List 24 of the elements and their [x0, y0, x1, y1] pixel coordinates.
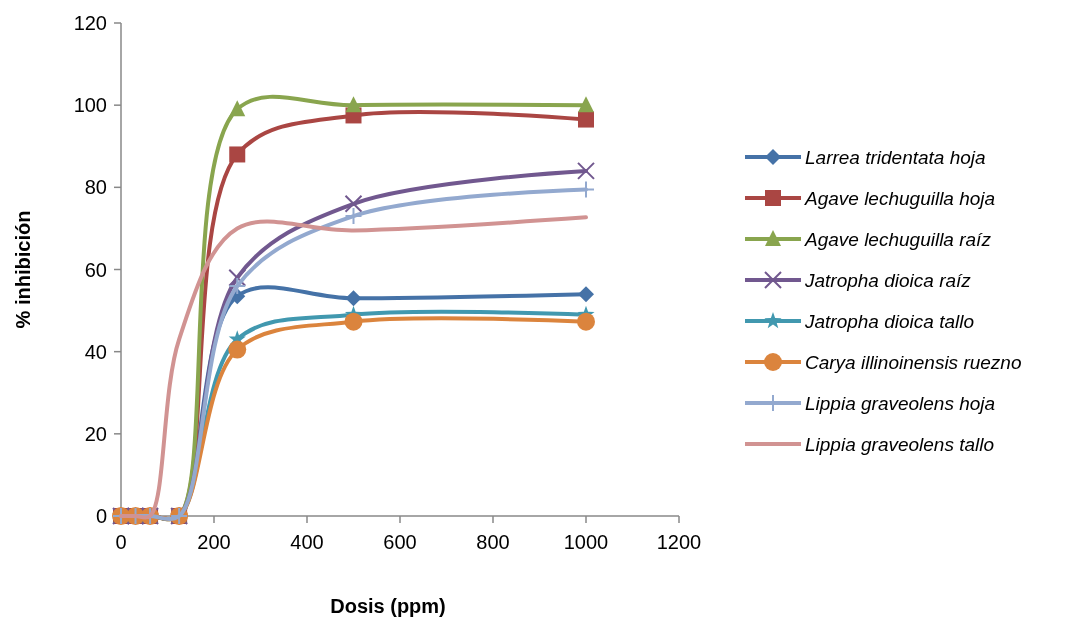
- y-tick-label: 80: [84, 176, 107, 199]
- legend-label: Larrea tridentata hoja: [805, 147, 986, 168]
- x-tick-label: 1000: [563, 531, 609, 553]
- legend-label: Carya illinoinensis ruezno: [805, 352, 1022, 373]
- y-axis-title: % inhibición: [12, 210, 34, 329]
- legend-label: Lippia graveolens hoja: [805, 393, 996, 414]
- legend-label: Jatropha dioica tallo: [804, 311, 974, 332]
- legend-label: Agave lechuguilla raíz: [804, 229, 992, 250]
- y-tick-label: 120: [73, 12, 107, 34]
- y-tick-label: 40: [84, 340, 107, 363]
- legend-label: Agave lechuguilla hoja: [804, 188, 996, 209]
- legend-label: Jatropha dioica raíz: [804, 270, 972, 291]
- x-tick-label: 400: [290, 531, 324, 553]
- y-tick-label: 100: [73, 94, 107, 117]
- x-tick-label: 600: [383, 531, 417, 553]
- x-axis-title: Dosis (ppm): [330, 595, 446, 617]
- x-tick-label: 200: [197, 531, 231, 553]
- x-tick-label: 0: [115, 531, 127, 553]
- y-tick-label: 60: [84, 258, 107, 281]
- legend-label: Lippia graveolens tallo: [805, 434, 995, 455]
- y-tick-label: 20: [84, 422, 107, 445]
- x-tick-label: 800: [476, 531, 510, 553]
- x-tick-label: 1200: [656, 531, 702, 553]
- y-tick-label: 0: [95, 505, 107, 527]
